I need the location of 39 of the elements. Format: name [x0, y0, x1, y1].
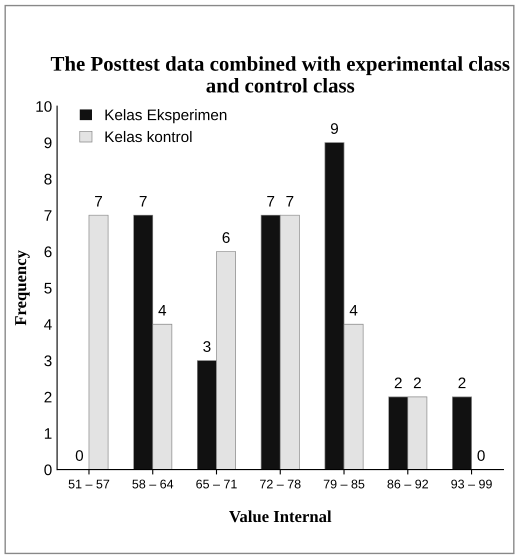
y-tick-label: 8: [44, 174, 52, 185]
y-tick-label: 5: [44, 282, 52, 294]
x-tick-label: 65 – 71: [196, 480, 237, 488]
legend-label: Kelas kontrol: [105, 130, 192, 142]
data-label: 4: [350, 304, 358, 316]
data-label: 7: [267, 196, 274, 206]
data-label: 0: [477, 450, 485, 461]
x-tick-label: 51 – 57: [68, 480, 110, 488]
data-label: 7: [286, 196, 294, 206]
data-label: 9: [330, 123, 338, 134]
y-tick-label: 10: [36, 101, 52, 112]
data-label: 6: [222, 232, 230, 243]
x-tick-label: 93 – 99: [451, 480, 492, 488]
y-tick-label: 3: [44, 355, 52, 366]
data-label: 2: [458, 377, 466, 388]
y-tick-label: 2: [44, 392, 52, 402]
x-tick-label: 58 – 64: [132, 480, 174, 488]
x-tick-label: 86 – 92: [387, 480, 428, 488]
data-label: 2: [394, 377, 402, 388]
data-label: 7: [140, 196, 147, 206]
bar: [452, 396, 472, 470]
y-tick-label: 0: [44, 464, 52, 476]
x-axis-title: Value Internal: [229, 510, 332, 522]
x-tick-label: 79 – 85: [324, 480, 364, 488]
bar: [88, 214, 108, 470]
y-tick-label: 4: [44, 319, 52, 330]
y-tick-label: 1: [44, 428, 52, 439]
y-tick-label: 7: [44, 210, 52, 221]
legend-label: Kelas Eksperimen: [105, 109, 226, 124]
data-label: 4: [158, 304, 166, 316]
chart-title: The Posttest data combined with experimental class and control class: [50, 56, 510, 93]
data-label: 0: [76, 450, 84, 461]
y-tick-label: 6: [44, 246, 52, 258]
data-label: 7: [95, 196, 102, 206]
y-tick-label: 9: [44, 137, 52, 148]
data-label: 2: [414, 377, 421, 388]
data-label: 3: [203, 341, 211, 352]
x-tick-label: 72 – 78: [260, 480, 301, 488]
y-axis-title: Frequency: [15, 250, 30, 326]
